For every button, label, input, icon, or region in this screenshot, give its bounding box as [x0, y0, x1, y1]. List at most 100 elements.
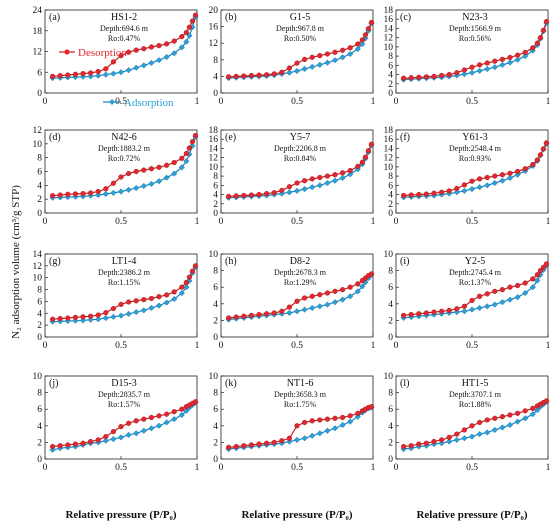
desorption-point	[226, 193, 232, 200]
adsorption-point	[461, 435, 468, 442]
y-tick-label: 14	[33, 250, 43, 260]
adsorption-point	[133, 64, 140, 71]
desorption-point	[179, 155, 185, 161]
desorption-point	[189, 139, 196, 145]
ro-label: Ro:1.57%	[108, 400, 141, 409]
y-tick-label: 8	[388, 389, 393, 399]
adsorption-point	[438, 440, 445, 447]
x-tick-label: 0.5	[291, 97, 303, 107]
ro-label: Ro:1.88%	[459, 400, 492, 409]
desorption-point	[256, 311, 262, 318]
y-tick-label: 0	[213, 89, 218, 99]
desorption-point	[309, 176, 315, 182]
plot-frame	[220, 9, 374, 94]
x-tick-label: 0	[219, 97, 224, 107]
x-tick-label: 0	[394, 463, 399, 473]
desorption-point	[401, 75, 407, 81]
desorption-point	[324, 416, 331, 422]
depth-label: Depth:2835.7 m	[98, 390, 151, 399]
adsorption-point	[468, 433, 476, 440]
desorption-point	[365, 148, 372, 154]
desorption-point	[72, 71, 79, 77]
desorption-line	[52, 135, 197, 197]
y-tick-label: 18	[384, 126, 394, 136]
adsorption-point	[468, 306, 476, 313]
desorption-point	[317, 292, 323, 298]
desorption-point	[233, 73, 239, 80]
x-tick-label: 0	[219, 463, 224, 473]
desorption-point	[279, 69, 285, 75]
adsorption-point	[309, 184, 316, 191]
adsorption-point	[110, 435, 117, 443]
desorption-point	[118, 174, 124, 180]
adsorption-point	[324, 59, 331, 66]
adsorption-point	[171, 295, 178, 303]
y-tick-label: 14	[209, 144, 219, 154]
desorption-point	[446, 71, 452, 78]
y-tick-label: 4	[37, 181, 42, 191]
adsorption-point	[102, 437, 109, 444]
desorption-point	[359, 37, 365, 43]
adsorption-point	[155, 422, 163, 429]
desorption-point	[241, 192, 247, 199]
sample-name: D8-2	[290, 256, 311, 267]
desorption-point	[522, 49, 528, 56]
y-tick-label: 2	[388, 80, 393, 90]
y-tick-label: 4	[213, 300, 218, 310]
plot-frame	[395, 375, 549, 460]
y-tick-label: 12	[384, 34, 394, 44]
desorption-point	[302, 295, 308, 301]
depth-label: Depth:2386.2 m	[98, 268, 151, 277]
y-tick-label: 6	[388, 181, 393, 191]
desorption-point	[294, 423, 300, 429]
x-axis-label-col1: Relative pressure (P/P₀)	[65, 509, 176, 521]
desorption-point	[133, 298, 139, 304]
desorption-point	[279, 187, 285, 194]
desorption-line	[52, 14, 197, 77]
adsorption-point	[476, 431, 483, 438]
y-tick-label: 4	[37, 422, 42, 432]
desorption-point	[408, 311, 414, 318]
desorption-point	[95, 188, 101, 195]
adsorption-point	[148, 59, 155, 66]
desorption-point	[110, 59, 117, 65]
desorption-point	[156, 43, 162, 49]
desorption-point	[264, 311, 270, 317]
desorption-point	[514, 52, 521, 58]
y-tick-label: 10	[209, 163, 219, 173]
y-tick-label: 0	[213, 455, 218, 465]
desorption-point	[141, 297, 147, 303]
x-tick-label: 0.5	[115, 463, 127, 473]
adsorption-point	[446, 438, 453, 445]
desorption-point	[492, 173, 498, 179]
adsorption-point	[339, 174, 346, 182]
adsorption-point	[125, 186, 132, 193]
x-tick-label: 0	[394, 341, 399, 351]
desorption-point	[183, 150, 189, 157]
desorption-point	[469, 178, 475, 184]
adsorption-point	[534, 277, 541, 284]
desorption-point	[431, 438, 437, 445]
desorption-point	[148, 414, 155, 421]
adsorption-point	[359, 40, 366, 48]
desorption-point	[543, 18, 550, 25]
y-tick-label: 4	[213, 72, 218, 82]
adsorption-point	[133, 430, 140, 437]
y-tick-label: 2	[213, 438, 218, 448]
desorption-point	[362, 32, 369, 38]
panel-letter: (d)	[49, 132, 61, 143]
sample-name: N23-3	[462, 12, 488, 23]
adsorption-point	[484, 429, 491, 436]
x-tick-label: 0.5	[115, 97, 127, 107]
y-tick-label: 0	[388, 333, 393, 343]
desorption-point	[530, 45, 536, 51]
x-tick-label: 1	[195, 217, 200, 227]
desorption-point	[423, 191, 430, 197]
desorption-point	[133, 47, 139, 53]
adsorption-point	[506, 296, 514, 303]
adsorption-line	[52, 136, 197, 199]
desorption-point	[492, 288, 498, 294]
